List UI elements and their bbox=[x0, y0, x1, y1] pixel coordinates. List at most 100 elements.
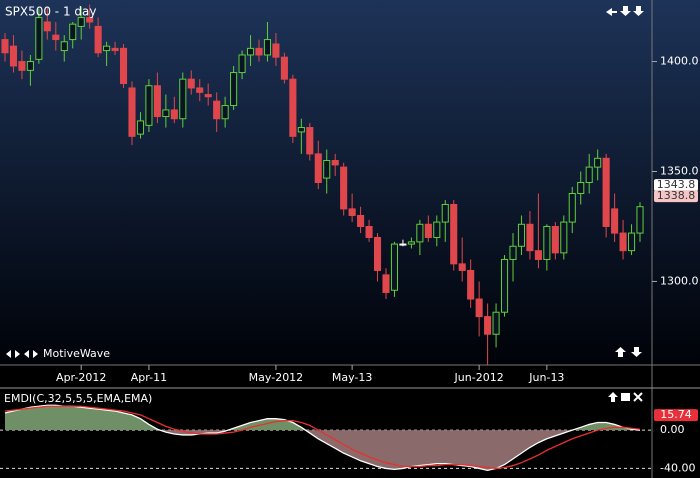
candle-body bbox=[534, 250, 542, 260]
candle-body bbox=[500, 258, 509, 313]
area-negative bbox=[5, 430, 640, 471]
candle-body bbox=[340, 166, 348, 210]
candle-body bbox=[297, 127, 305, 133]
price-panel bbox=[0, 0, 700, 365]
candle-body bbox=[69, 23, 77, 41]
candle-body bbox=[18, 61, 26, 71]
price-tag-label: 15.74 bbox=[660, 408, 692, 421]
y-tick-label: 1350.0 bbox=[660, 165, 699, 178]
candle-body bbox=[35, 17, 43, 60]
candle-body bbox=[594, 157, 602, 168]
candle-body bbox=[111, 47, 119, 52]
candle-body bbox=[323, 160, 331, 179]
candle-body bbox=[238, 54, 246, 74]
candle-body bbox=[357, 214, 365, 227]
candle-body bbox=[213, 100, 221, 120]
indicator-line bbox=[4, 404, 641, 472]
candle-body bbox=[331, 160, 339, 166]
candle-body bbox=[230, 72, 238, 107]
candle-body bbox=[509, 245, 517, 260]
candle-body bbox=[86, 17, 94, 23]
candle-body bbox=[221, 105, 229, 120]
candle-body bbox=[77, 17, 85, 27]
candle-body bbox=[119, 47, 128, 85]
candle-body bbox=[568, 192, 576, 223]
candle-body bbox=[433, 221, 441, 238]
y-tick-label: 1300.0 bbox=[660, 274, 699, 287]
nav-icons[interactable] bbox=[6, 6, 644, 402]
candle-body bbox=[162, 109, 170, 118]
price-tag bbox=[654, 190, 698, 203]
x-tick-label: Apr-2012 bbox=[56, 371, 106, 384]
candle-body bbox=[43, 21, 51, 32]
candle-body bbox=[492, 311, 500, 335]
candle-body bbox=[255, 47, 263, 56]
candle-body bbox=[9, 45, 18, 67]
y-tick-label: 1400.0 bbox=[660, 55, 699, 68]
candle-body bbox=[145, 85, 153, 126]
x-tick-label: May-2012 bbox=[249, 371, 304, 384]
candle-body bbox=[314, 153, 322, 184]
candle-body bbox=[204, 94, 212, 98]
price-tag bbox=[654, 179, 698, 192]
candle-body bbox=[263, 39, 272, 56]
candle-body bbox=[1, 39, 9, 54]
candle-body bbox=[373, 236, 382, 271]
candle-body bbox=[348, 208, 356, 216]
candle-body bbox=[611, 208, 619, 234]
candle-body bbox=[103, 45, 111, 52]
candle-body bbox=[458, 263, 466, 271]
date-axis bbox=[0, 365, 700, 388]
candle-body bbox=[577, 182, 585, 194]
price-tag bbox=[654, 409, 698, 422]
candle-body bbox=[407, 241, 415, 245]
candle-body bbox=[517, 223, 526, 247]
candle-body bbox=[289, 78, 297, 137]
candle-body bbox=[94, 25, 102, 54]
candle-body bbox=[424, 223, 432, 238]
candle-body bbox=[441, 203, 449, 223]
x-tick-label: Jun-13 bbox=[528, 371, 564, 384]
y-tick-label: -40.00 bbox=[660, 461, 695, 474]
candle-body bbox=[475, 298, 483, 318]
candle-body bbox=[382, 274, 390, 293]
candle-body bbox=[636, 206, 644, 234]
indicator-line bbox=[4, 405, 641, 470]
candle-body bbox=[526, 223, 534, 252]
candle-body bbox=[585, 166, 593, 183]
candle-body bbox=[484, 316, 492, 335]
candle-body bbox=[450, 203, 458, 265]
chart-title: SPX500 - 1 day bbox=[5, 5, 96, 19]
candle-body bbox=[560, 221, 568, 254]
candle-body bbox=[128, 87, 136, 137]
candle-body bbox=[60, 41, 68, 52]
candle-body bbox=[26, 61, 34, 71]
candle-body bbox=[619, 232, 627, 252]
candle-body bbox=[390, 243, 399, 291]
candle-body bbox=[627, 232, 636, 252]
candle-body bbox=[306, 127, 314, 155]
candle-body bbox=[551, 225, 559, 254]
candle-body bbox=[153, 85, 161, 118]
price-tag-label: 1338.8 bbox=[657, 189, 696, 202]
x-tick-label: Apr-11 bbox=[131, 371, 167, 384]
candle-body bbox=[365, 225, 373, 238]
area-positive bbox=[5, 405, 639, 430]
candle-body bbox=[187, 78, 195, 89]
candle-body bbox=[399, 243, 407, 246]
candle-body bbox=[52, 34, 60, 41]
candle-body bbox=[196, 87, 204, 93]
candle-body bbox=[272, 43, 280, 58]
candle-body bbox=[416, 223, 424, 243]
candle-body bbox=[543, 225, 551, 260]
candle-body bbox=[602, 157, 610, 227]
candle-body bbox=[246, 47, 255, 56]
candle-body bbox=[467, 269, 475, 300]
y-tick-label: 0.00 bbox=[660, 423, 685, 436]
candle-body bbox=[136, 120, 145, 135]
x-tick-label: May-13 bbox=[332, 371, 373, 384]
candle-body bbox=[170, 109, 178, 120]
candle-body bbox=[280, 56, 288, 80]
watermark: MotiveWave bbox=[43, 347, 110, 360]
